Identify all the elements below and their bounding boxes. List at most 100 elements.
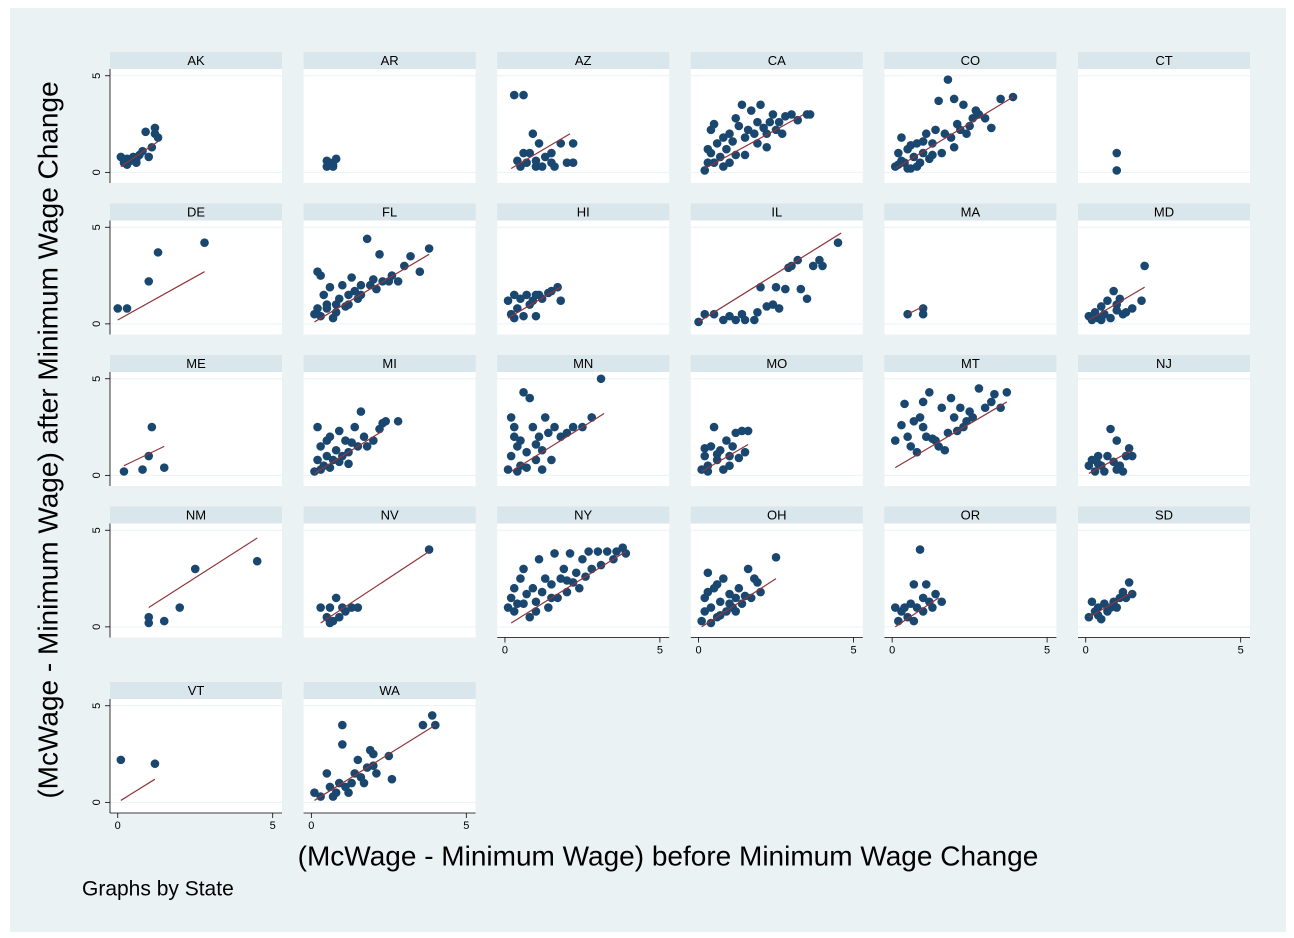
point bbox=[175, 603, 185, 612]
point bbox=[740, 133, 750, 142]
point bbox=[331, 788, 341, 798]
point bbox=[725, 311, 734, 321]
fit-line bbox=[1088, 449, 1133, 474]
point bbox=[768, 110, 778, 119]
panel-title: MI bbox=[382, 356, 396, 371]
point bbox=[709, 309, 719, 319]
point bbox=[534, 432, 544, 442]
panel-title: MT bbox=[961, 356, 980, 371]
panel-title: AR bbox=[381, 53, 399, 68]
point bbox=[334, 612, 344, 622]
point bbox=[596, 560, 606, 570]
point bbox=[802, 294, 812, 304]
point bbox=[150, 759, 160, 769]
point bbox=[316, 603, 325, 612]
point bbox=[805, 110, 815, 119]
point bbox=[519, 387, 528, 397]
point bbox=[903, 164, 912, 173]
point bbox=[725, 589, 734, 599]
point bbox=[116, 755, 126, 765]
fit-line bbox=[704, 113, 805, 170]
point bbox=[200, 238, 209, 248]
point bbox=[1093, 459, 1103, 469]
point bbox=[325, 618, 335, 628]
point bbox=[119, 467, 129, 476]
point bbox=[334, 294, 344, 304]
point bbox=[525, 148, 535, 158]
point bbox=[912, 603, 922, 612]
point bbox=[522, 290, 531, 300]
point bbox=[974, 384, 984, 393]
point bbox=[934, 442, 943, 451]
point bbox=[113, 304, 123, 313]
point bbox=[544, 603, 553, 612]
point bbox=[516, 436, 525, 445]
point bbox=[894, 148, 903, 158]
point bbox=[537, 465, 547, 474]
point bbox=[719, 574, 728, 583]
y-tick-label: 5 bbox=[91, 73, 103, 79]
point bbox=[897, 133, 906, 142]
point bbox=[344, 290, 353, 300]
point bbox=[774, 304, 784, 313]
point bbox=[949, 413, 959, 422]
point bbox=[909, 616, 919, 626]
point bbox=[528, 129, 538, 139]
y-tick-label: 5 bbox=[91, 224, 103, 230]
point bbox=[940, 129, 950, 139]
point bbox=[987, 397, 996, 407]
point bbox=[909, 580, 919, 589]
fit-line bbox=[894, 597, 939, 628]
point bbox=[540, 574, 550, 583]
point bbox=[706, 125, 716, 135]
x-tick-label: 0 bbox=[308, 820, 314, 832]
fit-line bbox=[123, 445, 165, 467]
point bbox=[144, 612, 154, 622]
point bbox=[344, 459, 353, 469]
point bbox=[534, 139, 544, 148]
point bbox=[1106, 313, 1115, 323]
point bbox=[568, 158, 578, 168]
point bbox=[522, 463, 531, 472]
point bbox=[818, 261, 827, 271]
point bbox=[1096, 315, 1106, 325]
point bbox=[144, 152, 154, 162]
point bbox=[903, 432, 912, 442]
point bbox=[962, 416, 971, 426]
panel-title: AK bbox=[187, 53, 205, 68]
point bbox=[740, 150, 750, 160]
point bbox=[1127, 451, 1137, 461]
panel-title: MA bbox=[961, 204, 981, 219]
point bbox=[897, 420, 906, 430]
point bbox=[556, 296, 566, 305]
point bbox=[737, 100, 747, 110]
fit-line bbox=[120, 778, 156, 801]
point bbox=[353, 755, 363, 765]
point bbox=[587, 413, 597, 422]
point bbox=[406, 251, 415, 261]
point bbox=[537, 587, 547, 597]
point bbox=[369, 749, 378, 759]
point bbox=[338, 720, 347, 730]
panel-header bbox=[110, 355, 282, 372]
point bbox=[531, 597, 541, 607]
point bbox=[322, 436, 332, 445]
panel-header bbox=[690, 355, 863, 372]
point bbox=[706, 603, 716, 612]
fit-line bbox=[507, 286, 562, 319]
y-axis-label: (McWage - Minimum Wage) after Minimum Wa… bbox=[32, 81, 63, 798]
point bbox=[1096, 302, 1106, 311]
point bbox=[313, 422, 322, 432]
panel-header bbox=[884, 203, 1057, 221]
point bbox=[509, 583, 519, 593]
point bbox=[719, 133, 728, 142]
point bbox=[1140, 261, 1149, 271]
panel-header bbox=[497, 506, 670, 524]
point bbox=[719, 315, 728, 325]
point bbox=[362, 234, 372, 244]
point bbox=[353, 603, 363, 612]
y-tick-label: 0 bbox=[91, 321, 103, 327]
panel-title: AZ bbox=[575, 53, 592, 68]
point bbox=[1127, 304, 1137, 313]
fit-line bbox=[314, 430, 383, 474]
